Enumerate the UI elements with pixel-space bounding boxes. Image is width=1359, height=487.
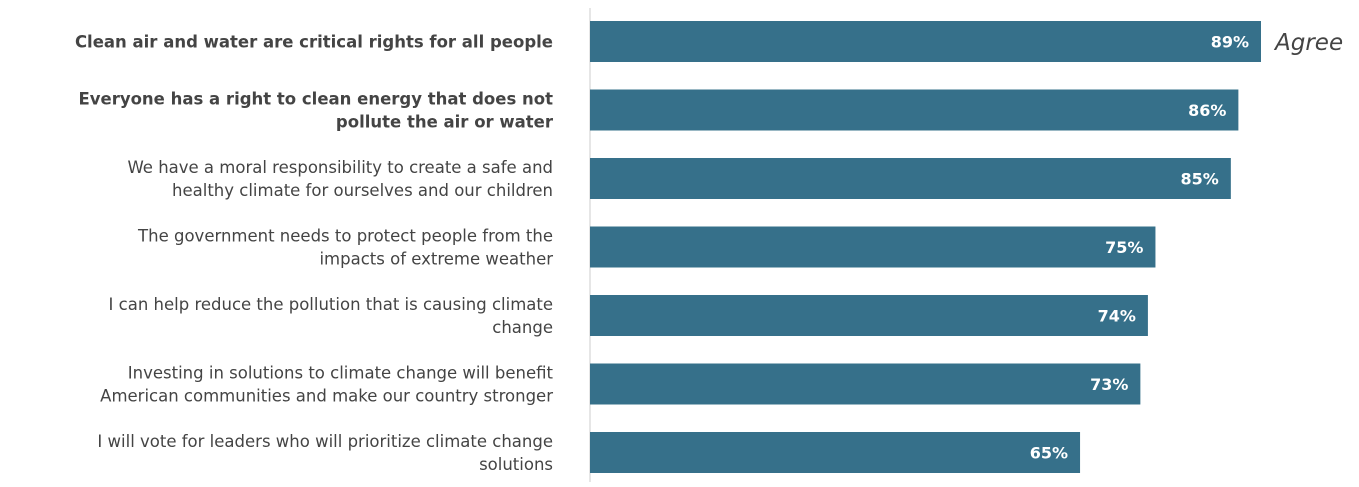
- bars-group: 89% 86% 85% 75% 74% 73% 65%: [590, 21, 1261, 473]
- bar-3: [590, 158, 1231, 199]
- category-label-6: Investing in solutions to climate change…: [100, 364, 553, 406]
- category-labels-group: Clean air and water are critical rights …: [75, 33, 554, 475]
- category-label-3: We have a moral responsibility to create…: [127, 158, 553, 200]
- value-label-1: 89%: [1211, 33, 1249, 52]
- bar-5: [590, 295, 1148, 336]
- bar-1: [590, 21, 1261, 62]
- bar-4: [590, 226, 1156, 268]
- value-label-7: 65%: [1030, 444, 1068, 463]
- value-label-4: 75%: [1105, 238, 1143, 257]
- category-label-5-line-2: change: [492, 318, 553, 337]
- bar-6: [590, 363, 1141, 405]
- bar-7: [590, 432, 1081, 473]
- series-label-agree: Agree: [1273, 30, 1343, 56]
- category-label-7-line-1: I will vote for leaders who will priorit…: [97, 432, 553, 451]
- category-label-7-line-2: solutions: [479, 455, 553, 474]
- category-label-3-line-2: healthy climate for ourselves and our ch…: [172, 181, 553, 200]
- category-label-4: The government needs to protect people f…: [137, 227, 553, 269]
- bar-2: [590, 89, 1239, 131]
- value-label-6: 73%: [1090, 375, 1128, 394]
- category-label-7: I will vote for leaders who will priorit…: [97, 432, 553, 474]
- category-label-6-line-2: American communities and make our countr…: [100, 387, 553, 406]
- category-label-5-line-1: I can help reduce the pollution that is …: [109, 295, 553, 314]
- category-label-1: Clean air and water are critical rights …: [75, 33, 553, 52]
- category-label-3-line-1: We have a moral responsibility to create…: [127, 158, 553, 177]
- value-label-2: 86%: [1188, 101, 1226, 120]
- category-label-1-line-1: Clean air and water are critical rights …: [75, 33, 553, 52]
- category-label-2-line-1: Everyone has a right to clean energy tha…: [78, 90, 553, 109]
- category-label-4-line-1: The government needs to protect people f…: [137, 227, 553, 246]
- category-label-2: Everyone has a right to clean energy tha…: [78, 90, 553, 132]
- category-label-4-line-2: impacts of extreme weather: [319, 250, 553, 269]
- value-label-5: 74%: [1098, 307, 1136, 326]
- category-label-2-line-2: pollute the air or water: [336, 113, 554, 132]
- value-label-3: 85%: [1181, 170, 1219, 189]
- category-label-5: I can help reduce the pollution that is …: [109, 295, 553, 337]
- category-label-6-line-1: Investing in solutions to climate change…: [128, 364, 554, 383]
